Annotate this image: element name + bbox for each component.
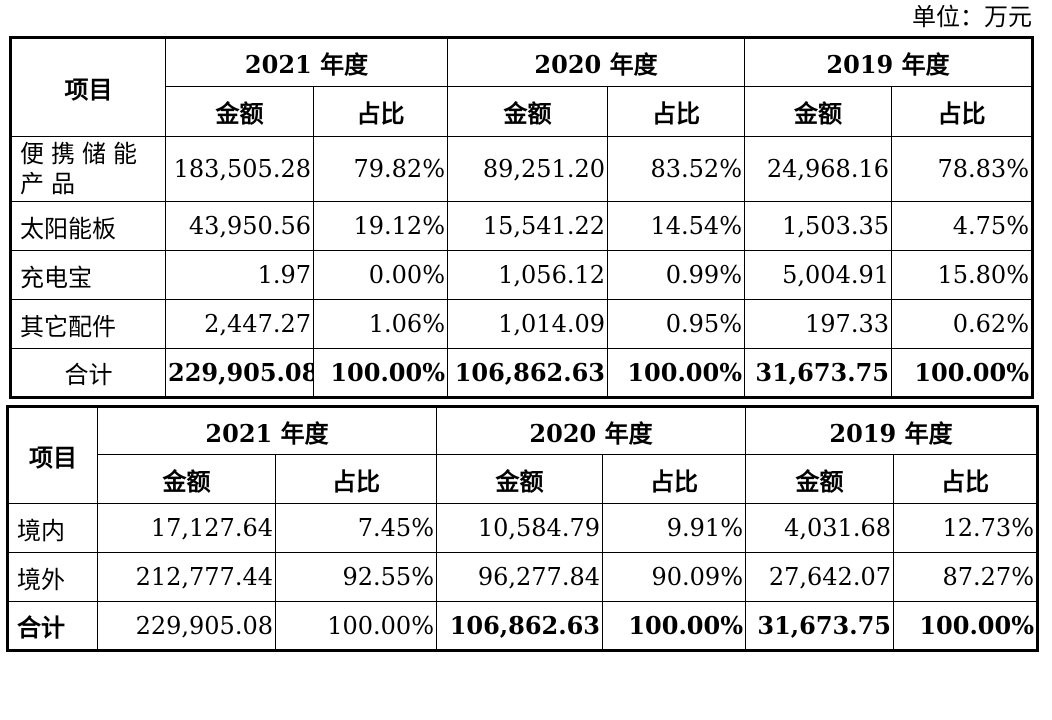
- amount-cell: 27,642.07: [745, 552, 894, 602]
- ratio-cell: 78.83%: [891, 136, 1033, 202]
- row-label: 境外: [7, 552, 98, 602]
- ratio-cell: 19.12%: [313, 201, 448, 251]
- total-ratio-cell: 100.00%: [275, 601, 437, 651]
- region-revenue-table: 项目 2021 年度 2020 年度 2019 年度 金额 占比 金额 占比 金…: [6, 405, 1039, 652]
- amount-cell: 183,505.28: [165, 136, 314, 202]
- amount-cell: 1,014.09: [447, 299, 608, 349]
- header-ratio: 占比: [893, 454, 1038, 504]
- total-label: 合计: [7, 601, 98, 651]
- amount-cell: 89,251.20: [447, 136, 608, 202]
- total-ratio-cell: 100.00%: [602, 601, 746, 651]
- product-revenue-table: 项目 2021 年度 2020 年度 2019 年度 金额 占比 金额 占比 金…: [9, 36, 1034, 399]
- total-amount-cell: 31,673.75: [744, 348, 892, 398]
- ratio-cell: 14.54%: [607, 201, 745, 251]
- table-row: 境内 17,127.64 7.45% 10,584.79 9.91% 4,031…: [7, 503, 1038, 553]
- amount-cell: 24,968.16: [744, 136, 892, 202]
- amount-cell: 1.97: [165, 250, 314, 300]
- header-amount: 金额: [745, 454, 894, 504]
- amount-cell: 43,950.56: [165, 201, 314, 251]
- table-row: 充电宝 1.97 0.00% 1,056.12 0.99% 5,004.91 1…: [10, 250, 1033, 300]
- total-ratio-cell: 100.00%: [891, 348, 1033, 398]
- ratio-cell: 0.62%: [891, 299, 1033, 349]
- total-label: 合计: [10, 348, 166, 398]
- ratio-cell: 12.73%: [893, 503, 1038, 553]
- amount-cell: 96,277.84: [436, 552, 603, 602]
- header-year-2021: 2021 年度: [165, 37, 448, 87]
- ratio-cell: 0.95%: [607, 299, 745, 349]
- ratio-cell: 90.09%: [602, 552, 746, 602]
- row-label: 太阳能板: [10, 201, 166, 251]
- row-label: 境内: [7, 503, 98, 553]
- amount-cell: 17,127.64: [97, 503, 276, 553]
- header-year-2021: 2021 年度: [97, 406, 437, 455]
- amount-cell: 5,004.91: [744, 250, 892, 300]
- header-item: 项目: [10, 37, 166, 137]
- ratio-cell: 79.82%: [313, 136, 448, 202]
- row-label: 充电宝: [10, 250, 166, 300]
- header-ratio: 占比: [275, 454, 437, 504]
- header-year-2019: 2019 年度: [744, 37, 1033, 87]
- table-row: 其它配件 2,447.27 1.06% 1,014.09 0.95% 197.3…: [10, 299, 1033, 349]
- ratio-cell: 15.80%: [891, 250, 1033, 300]
- header-amount: 金额: [447, 86, 608, 137]
- total-amount-cell: 106,862.63: [436, 601, 603, 651]
- ratio-cell: 92.55%: [275, 552, 437, 602]
- total-ratio-cell: 100.00%: [607, 348, 745, 398]
- ratio-cell: 83.52%: [607, 136, 745, 202]
- header-ratio: 占比: [602, 454, 746, 504]
- ratio-cell: 4.75%: [891, 201, 1033, 251]
- table-row: 便携储能产品 183,505.28 79.82% 89,251.20 83.52…: [10, 136, 1033, 202]
- ratio-cell: 0.00%: [313, 250, 448, 300]
- header-amount: 金额: [436, 454, 603, 504]
- header-amount: 金额: [165, 86, 314, 137]
- ratio-cell: 9.91%: [602, 503, 746, 553]
- total-row: 合计 229,905.08 100.00% 106,862.63 100.00%…: [10, 348, 1033, 398]
- row-label: 便携储能产品: [10, 136, 166, 202]
- amount-cell: 2,447.27: [165, 299, 314, 349]
- amount-cell: 15,541.22: [447, 201, 608, 251]
- amount-cell: 4,031.68: [745, 503, 894, 553]
- header-ratio: 占比: [607, 86, 745, 137]
- ratio-cell: 7.45%: [275, 503, 437, 553]
- total-row: 合计 229,905.08 100.00% 106,862.63 100.00%…: [7, 601, 1038, 651]
- amount-cell: 212,777.44: [97, 552, 276, 602]
- ratio-cell: 87.27%: [893, 552, 1038, 602]
- header-item: 项目: [7, 406, 98, 504]
- amount-cell: 1,056.12: [447, 250, 608, 300]
- total-amount-cell: 229,905.08: [97, 601, 276, 651]
- header-year-2020: 2020 年度: [447, 37, 745, 87]
- header-year-2020: 2020 年度: [436, 406, 746, 455]
- total-amount-cell: 229,905.08: [165, 348, 314, 398]
- ratio-cell: 0.99%: [607, 250, 745, 300]
- total-ratio-cell: 100.00%: [313, 348, 448, 398]
- table-row: 太阳能板 43,950.56 19.12% 15,541.22 14.54% 1…: [10, 201, 1033, 251]
- unit-label: 单位：万元: [912, 3, 1032, 31]
- ratio-cell: 1.06%: [313, 299, 448, 349]
- row-label: 其它配件: [10, 299, 166, 349]
- header-ratio: 占比: [313, 86, 448, 137]
- header-year-2019: 2019 年度: [745, 406, 1038, 455]
- total-amount-cell: 106,862.63: [447, 348, 608, 398]
- amount-cell: 197.33: [744, 299, 892, 349]
- total-ratio-cell: 100.00%: [893, 601, 1038, 651]
- total-amount-cell: 31,673.75: [745, 601, 894, 651]
- table-row: 境外 212,777.44 92.55% 96,277.84 90.09% 27…: [7, 552, 1038, 602]
- amount-cell: 10,584.79: [436, 503, 603, 553]
- header-amount: 金额: [744, 86, 892, 137]
- header-amount: 金额: [97, 454, 276, 504]
- header-ratio: 占比: [891, 86, 1033, 137]
- amount-cell: 1,503.35: [744, 201, 892, 251]
